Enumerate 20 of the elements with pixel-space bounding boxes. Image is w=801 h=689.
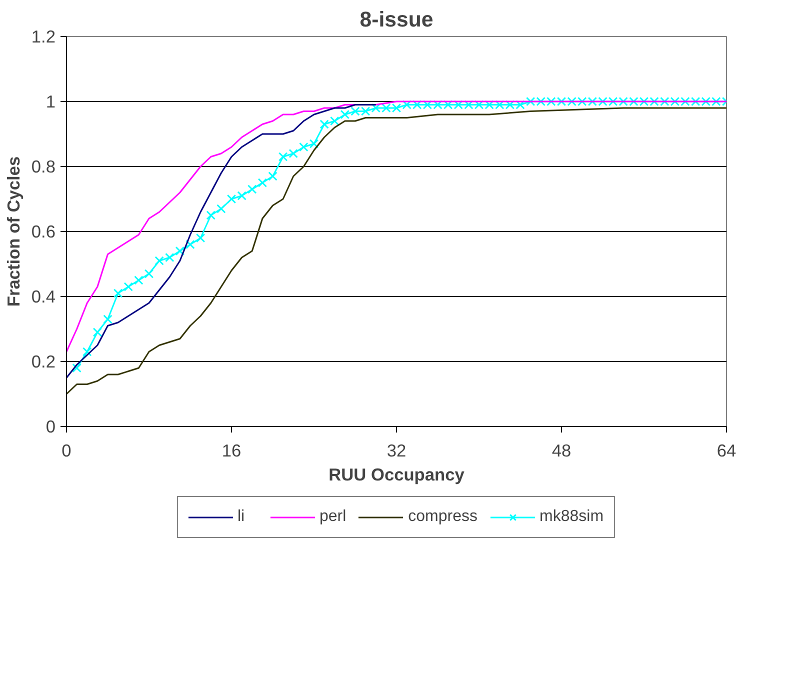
legend-label: li [237,508,246,526]
line-series [66,104,377,378]
y-tick-label: 0.4 [31,286,56,306]
x-tick-label: 16 [222,440,242,460]
chart-title: 8-issue [360,8,434,32]
y-tick-label: 0.8 [31,156,56,176]
x-tick-label: 0 [62,440,72,460]
x-tick-label: 48 [552,440,572,460]
y-tick-label: 0 [46,416,56,436]
x-tick-label: 32 [386,440,406,460]
y-tick-label: 0.2 [31,352,56,372]
x-axis-title: RUU Occupancy [328,464,465,484]
legend-label: mk88sim [540,508,604,526]
legend-label: compress [408,508,478,526]
y-axis-title: Fraction of Cycles [3,156,24,307]
legend-label: perl [319,508,346,526]
y-tick-label: 0.6 [31,222,56,242]
x-tick-label: 64 [716,440,736,460]
y-tick-label: 1 [46,92,56,112]
y-tick-label: 1.2 [31,26,56,46]
